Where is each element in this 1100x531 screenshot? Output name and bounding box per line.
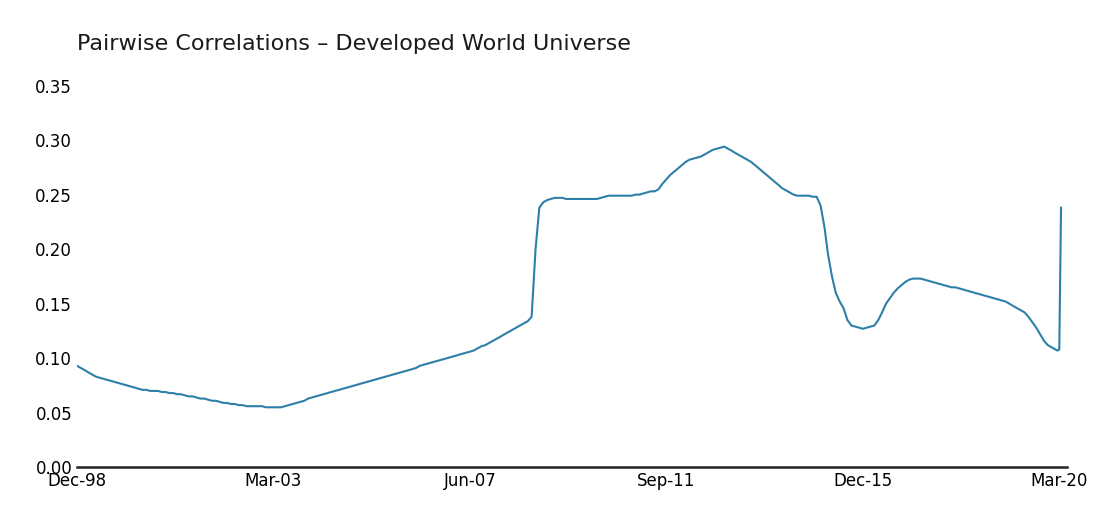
Text: Pairwise Correlations – Developed World Universe: Pairwise Correlations – Developed World … [77,34,631,54]
